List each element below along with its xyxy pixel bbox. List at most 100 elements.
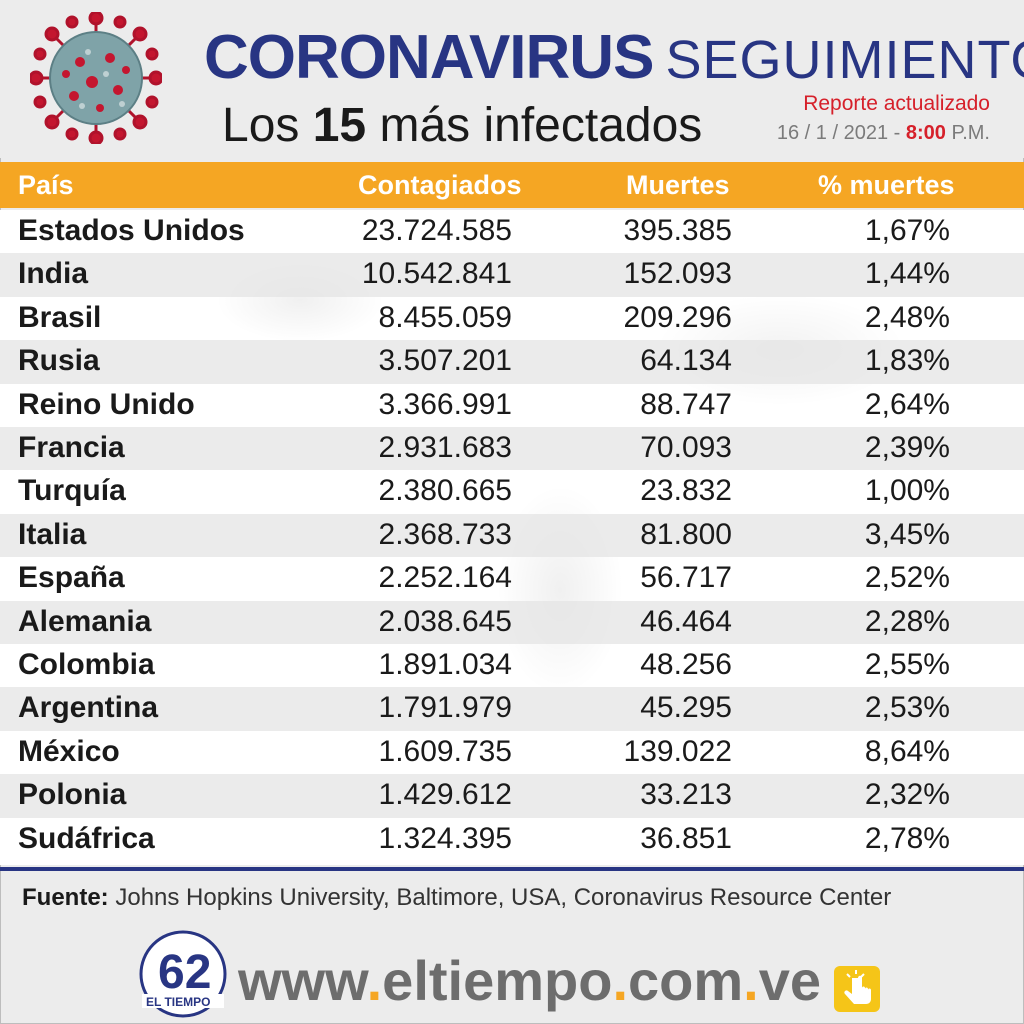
cell-country: Sudáfrica (18, 821, 155, 855)
cell-country: México (18, 734, 120, 768)
url-dot: . (366, 949, 383, 1012)
cell-deaths: 48.256 (640, 648, 732, 681)
cell-percent: 1,67% (864, 214, 950, 247)
cell-deaths: 152.093 (623, 257, 732, 291)
cell-cases: 1.609.735 (378, 734, 512, 768)
cell-deaths: 36.851 (640, 821, 732, 855)
cell-country: Reino Unido (18, 387, 195, 421)
el-tiempo-logo[interactable]: 62 EL TIEMPO (136, 930, 230, 1018)
source-text: Johns Hopkins University, Baltimore, USA… (115, 884, 892, 911)
cell-cases: 2.931.683 (378, 431, 512, 464)
table-row: Alemania 2.038.645 46.464 2,28% (0, 600, 1024, 644)
cell-deaths: 81.800 (640, 517, 732, 551)
cell-deaths: 70.093 (640, 431, 732, 464)
cell-cases: 1.791.979 (378, 691, 512, 725)
cell-country: Francia (18, 431, 125, 464)
cell-percent: 2,53% (864, 691, 950, 725)
cell-deaths: 64.134 (640, 344, 732, 378)
cell-percent: 1,00% (864, 474, 950, 508)
logo-number: 62 (158, 946, 211, 999)
cell-deaths: 45.295 (640, 691, 732, 725)
report-label: Reporte actualizado (803, 92, 990, 115)
cell-cases: 10.542.841 (361, 257, 512, 291)
table-row: Rusia 3.507.201 64.134 1,83% (0, 340, 1024, 384)
cell-deaths: 395.385 (623, 214, 732, 247)
cell-deaths: 56.717 (640, 561, 732, 595)
url-dot: . (612, 949, 628, 1012)
report-date: 16 / 1 / 2021 - (776, 122, 901, 144)
table-row: Sudáfrica 1.324.395 36.851 2,78% (0, 818, 1024, 861)
column-header-deaths: Muertes (626, 170, 730, 200)
cell-country: España (18, 561, 125, 595)
table-row: Italia 2.368.733 81.800 3,45% (0, 513, 1024, 558)
website-url[interactable]: www.eltiempo.com.ve (238, 948, 821, 1013)
column-header-cases: Contagiados (358, 170, 522, 200)
cell-percent: 2,39% (864, 431, 950, 464)
source-label: Fuente: (22, 884, 109, 911)
cell-percent: 2,55% (864, 648, 950, 681)
cell-cases: 2.252.164 (378, 561, 512, 595)
cell-country: Argentina (18, 691, 159, 725)
cell-country: Rusia (18, 344, 100, 378)
url-www: www (238, 949, 367, 1012)
report-time: 8:00 (905, 122, 946, 144)
cell-country: Alemania (18, 604, 152, 638)
column-header-country: País (18, 170, 74, 200)
click-hand-icon (834, 966, 880, 1012)
table-row: Brasil 8.455.059 209.296 2,48% (0, 297, 1024, 340)
subtitle: Los 15 más infectados (222, 98, 702, 153)
cell-percent: 2,64% (864, 387, 950, 421)
cell-percent: 1,83% (864, 344, 950, 378)
column-header-percent: % muertes (818, 170, 955, 200)
cell-deaths: 23.832 (640, 474, 732, 508)
cell-cases: 23.724.585 (361, 214, 512, 247)
table-row: Reino Unido 3.366.991 88.747 2,64% (0, 384, 1024, 427)
cell-cases: 2.038.645 (378, 604, 512, 638)
table-row: Polonia 1.429.612 33.213 2,32% (0, 774, 1024, 818)
cell-country: Polonia (18, 778, 127, 812)
cell-cases: 1.324.395 (378, 821, 512, 855)
cell-deaths: 46.464 (640, 604, 732, 638)
cell-country: Estados Unidos (18, 214, 245, 247)
page-title: CORONAVIRUS SEGUIMIENTO (204, 22, 1024, 93)
report-timestamp: 16 / 1 / 2021 - 8:00 P.M. (777, 122, 990, 145)
cell-cases: 2.368.733 (378, 517, 512, 551)
cell-percent: 8,64% (864, 734, 950, 768)
divider (0, 867, 1024, 871)
table-body: Estados Unidos 23.724.585 395.385 1,67% … (0, 210, 1024, 865)
table-row: Turquía 2.380.665 23.832 1,00% (0, 470, 1024, 513)
cell-percent: 2,28% (864, 604, 950, 638)
cell-percent: 2,78% (864, 821, 950, 855)
cell-country: Italia (18, 517, 87, 551)
cell-cases: 3.366.991 (378, 387, 512, 421)
cell-country: Colombia (18, 648, 155, 681)
report-info: Reporte actualizado 16 / 1 / 2021 - 8:00… (777, 92, 990, 145)
cell-cases: 1.891.034 (378, 648, 512, 681)
cell-deaths: 209.296 (623, 300, 732, 334)
cell-cases: 1.429.612 (378, 778, 512, 812)
table-row: Argentina 1.791.979 45.295 2,53% (0, 687, 1024, 731)
subtitle-prefix: Los (222, 99, 300, 152)
source-line: Fuente: Johns Hopkins University, Baltim… (22, 884, 891, 912)
table-row: Estados Unidos 23.724.585 395.385 1,67% (0, 210, 1024, 253)
title-main: CORONAVIRUS (204, 23, 654, 92)
cell-percent: 2,32% (864, 778, 950, 812)
subtitle-suffix: más infectados (379, 99, 703, 152)
cell-country: India (18, 257, 89, 291)
logo-name: EL TIEMPO (146, 995, 210, 1009)
cell-deaths: 33.213 (640, 778, 732, 812)
cell-percent: 3,45% (864, 517, 950, 551)
cell-cases: 2.380.665 (378, 474, 512, 508)
cell-deaths: 139.022 (623, 734, 732, 768)
table-header: País Contagiados Muertes % muertes (0, 162, 1024, 208)
url-ve: ve (758, 949, 822, 1012)
cell-cases: 3.507.201 (378, 344, 512, 378)
table-row: España 2.252.164 56.717 2,52% (0, 557, 1024, 600)
title-secondary: SEGUIMIENTO (665, 30, 1024, 90)
cell-percent: 2,52% (864, 561, 950, 595)
table-row: Colombia 1.891.034 48.256 2,55% (0, 644, 1024, 687)
coronavirus-icon (30, 12, 162, 144)
url-dot: . (743, 949, 759, 1012)
table-row: India 10.542.841 152.093 1,44% (0, 253, 1024, 297)
cell-percent: 1,44% (864, 257, 950, 291)
